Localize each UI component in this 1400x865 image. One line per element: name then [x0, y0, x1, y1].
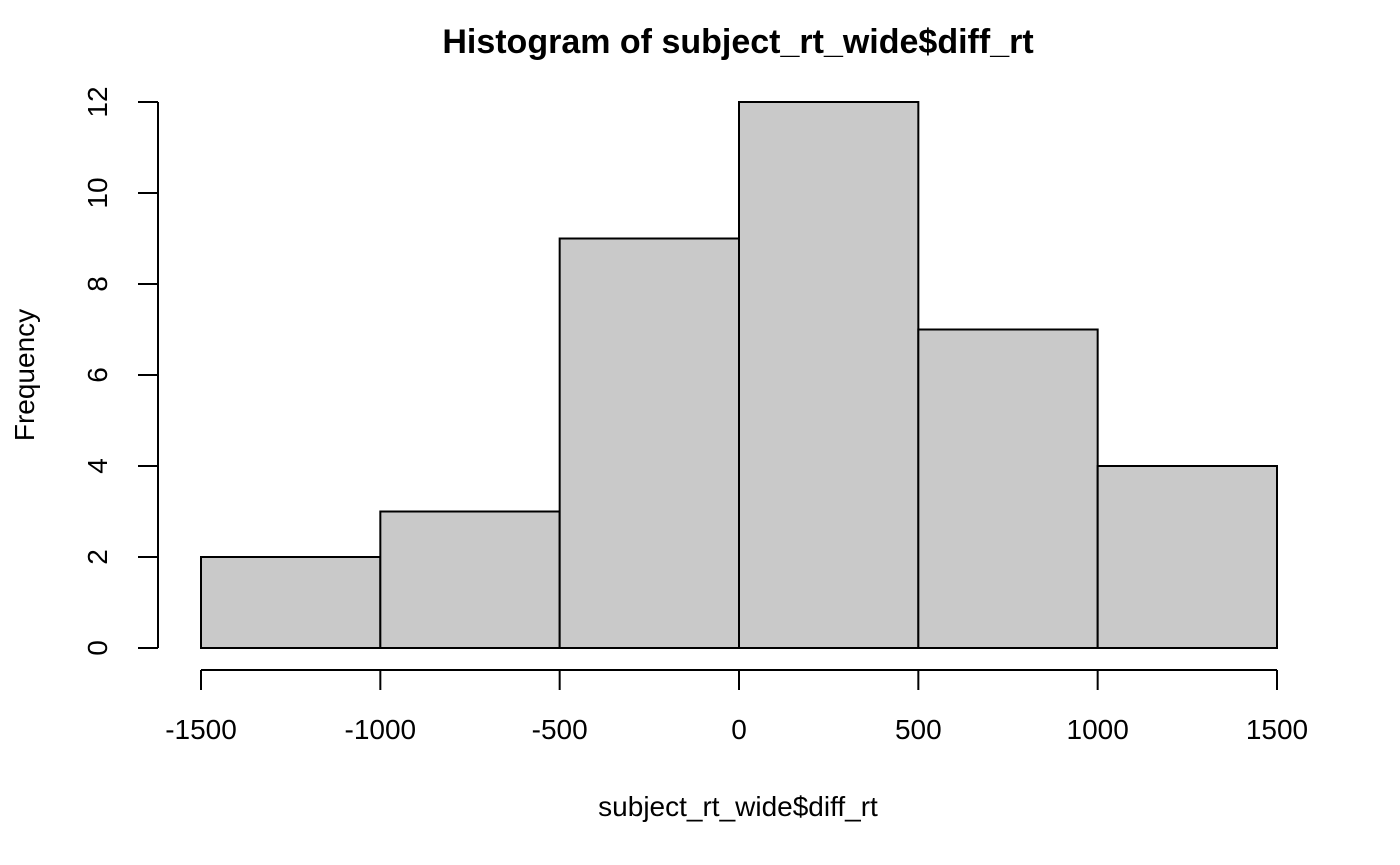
x-axis: -1500 -1000 -500 0 500 1000 1500 [165, 669, 1308, 745]
y-tick-label: 6 [82, 367, 113, 383]
y-axis: 0 2 4 6 8 10 12 [82, 86, 159, 656]
x-tick-label: 1000 [1067, 714, 1129, 745]
histogram-bar-3 [738, 101, 920, 649]
x-tick-label: -1000 [345, 714, 417, 745]
x-tick-label: -500 [532, 714, 588, 745]
y-tick-label: 0 [82, 640, 113, 656]
histogram-bar-2 [558, 237, 741, 649]
histogram-bar-4 [917, 328, 1099, 649]
histogram-bar-5 [1096, 465, 1278, 649]
x-tick-label: 500 [895, 714, 942, 745]
histogram-bar-1 [379, 510, 561, 649]
y-axis-label: Frequency [9, 309, 40, 441]
x-tick-label: -1500 [165, 714, 237, 745]
y-tick-label: 10 [82, 177, 113, 208]
bars-group [200, 101, 1278, 649]
x-tick-label: 0 [731, 714, 747, 745]
histogram-bar-0 [200, 556, 382, 649]
y-tick-label: 2 [82, 549, 113, 565]
y-tick-label: 8 [82, 276, 113, 292]
chart-title: Histogram of subject_rt_wide$diff_rt [442, 23, 1033, 61]
x-tick-label: 1500 [1246, 714, 1308, 745]
y-tick-label: 4 [82, 458, 113, 474]
x-axis-label: subject_rt_wide$diff_rt [598, 791, 878, 822]
y-tick-label: 12 [82, 86, 113, 117]
